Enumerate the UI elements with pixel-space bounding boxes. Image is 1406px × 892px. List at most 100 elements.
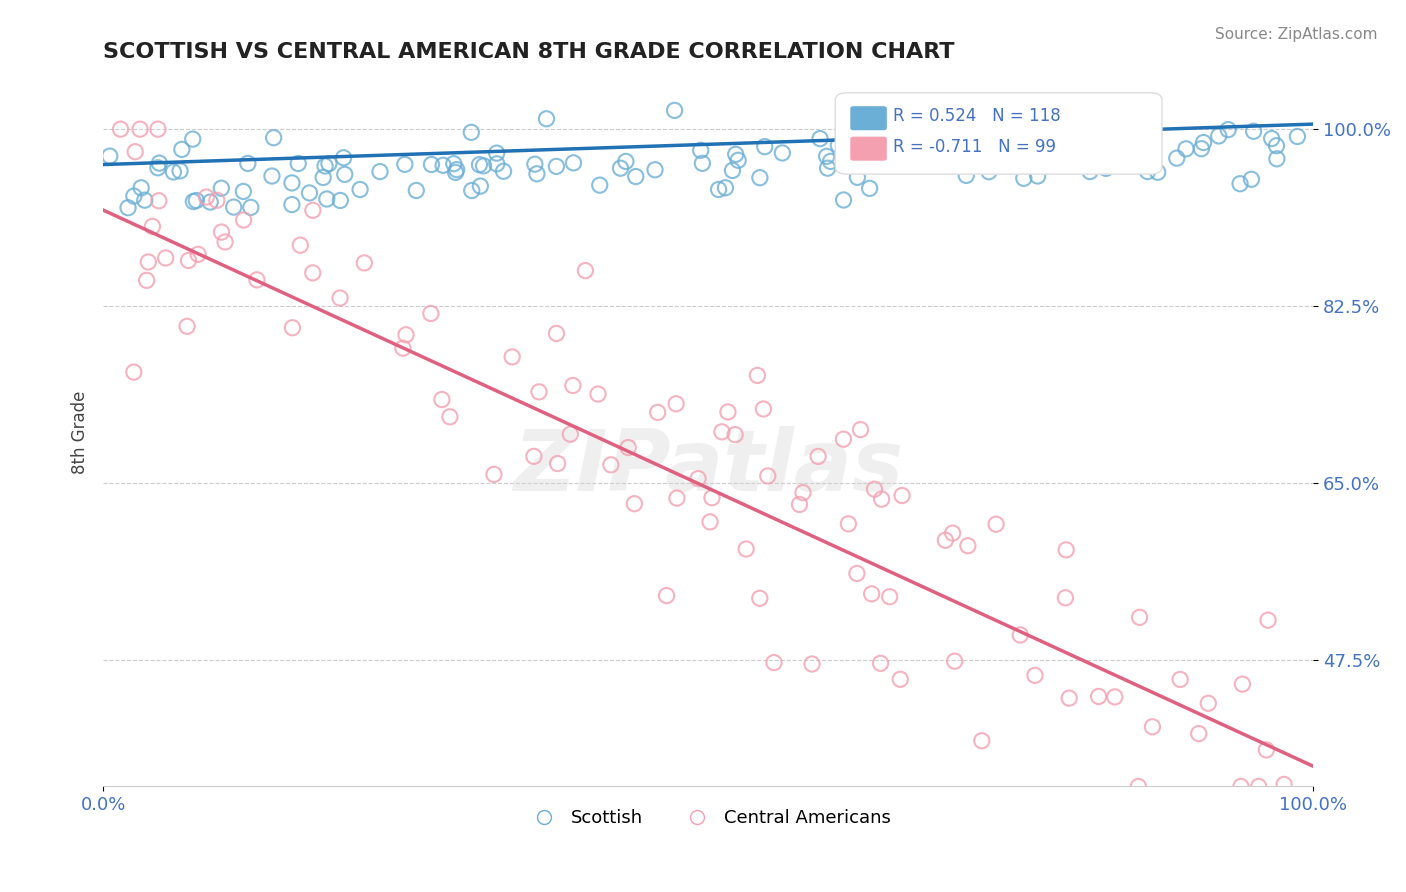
Point	[721, 163, 744, 178]
Point	[1025, 133, 1047, 147]
Point	[792, 485, 814, 500]
Point	[665, 397, 688, 411]
Point	[724, 427, 747, 442]
Point	[754, 139, 776, 153]
Point	[353, 256, 375, 270]
Point	[124, 145, 146, 159]
Point	[472, 159, 495, 173]
Point	[955, 169, 977, 183]
Point	[623, 497, 645, 511]
Point	[752, 402, 775, 417]
Point	[129, 122, 152, 136]
Point	[1129, 610, 1152, 624]
Point	[246, 273, 269, 287]
Point	[181, 132, 204, 146]
Point	[1140, 141, 1163, 155]
Point	[222, 200, 245, 214]
Point	[195, 190, 218, 204]
Point	[624, 169, 647, 184]
Point	[1099, 154, 1122, 169]
Point	[665, 491, 688, 505]
Point	[1078, 164, 1101, 178]
Point	[727, 153, 749, 168]
Point	[827, 138, 849, 153]
Point	[546, 326, 568, 341]
Point	[290, 238, 312, 252]
Point	[1232, 677, 1254, 691]
Point	[1070, 103, 1092, 118]
Point	[260, 169, 283, 183]
Point	[699, 515, 721, 529]
Point	[186, 194, 208, 208]
Point	[863, 482, 886, 496]
Point	[664, 103, 686, 118]
Point	[974, 142, 997, 156]
Point	[1104, 690, 1126, 704]
Point	[889, 673, 911, 687]
Point	[700, 491, 723, 505]
Point	[859, 181, 882, 195]
Point	[546, 160, 568, 174]
Point	[920, 150, 942, 164]
Point	[801, 657, 824, 671]
Point	[155, 251, 177, 265]
Point	[832, 193, 855, 207]
Point	[1166, 151, 1188, 165]
Point	[1031, 122, 1053, 136]
Point	[470, 179, 492, 194]
Point	[789, 498, 811, 512]
Point	[860, 587, 883, 601]
Point	[523, 450, 546, 464]
Point	[1230, 780, 1253, 794]
Point	[686, 472, 709, 486]
Point	[647, 405, 669, 419]
Point	[536, 112, 558, 126]
FancyBboxPatch shape	[851, 107, 886, 129]
Point	[747, 368, 769, 383]
Point	[1175, 142, 1198, 156]
Point	[756, 469, 779, 483]
Point	[312, 170, 335, 185]
Point	[329, 194, 352, 208]
Point	[1012, 171, 1035, 186]
Point	[461, 184, 484, 198]
Point	[239, 200, 262, 214]
Point	[236, 156, 259, 170]
Point	[301, 266, 323, 280]
Point	[170, 142, 193, 156]
Point	[1188, 726, 1211, 740]
Point	[970, 733, 993, 747]
Point	[807, 450, 830, 464]
Point	[349, 182, 371, 196]
Point	[148, 194, 170, 208]
Point	[870, 492, 893, 507]
Point	[281, 197, 304, 211]
Point	[302, 203, 325, 218]
Point	[1064, 137, 1087, 152]
Text: R = 0.524   N = 118: R = 0.524 N = 118	[893, 107, 1062, 125]
Point	[808, 131, 831, 145]
Point	[468, 158, 491, 172]
Point	[1256, 743, 1278, 757]
Point	[523, 157, 546, 171]
Point	[485, 157, 508, 171]
Point	[869, 657, 891, 671]
Point	[1257, 613, 1279, 627]
Point	[368, 164, 391, 178]
Point	[1128, 780, 1150, 794]
Text: Source: ZipAtlas.com: Source: ZipAtlas.com	[1215, 27, 1378, 42]
Point	[146, 122, 169, 136]
Point	[1136, 164, 1159, 178]
Point	[949, 156, 972, 170]
Legend: Scottish, Central Americans: Scottish, Central Americans	[519, 802, 898, 834]
Point	[392, 341, 415, 355]
Point	[176, 319, 198, 334]
Point	[817, 161, 839, 176]
Point	[1054, 542, 1077, 557]
Point	[329, 291, 352, 305]
FancyBboxPatch shape	[835, 93, 1161, 174]
Point	[562, 156, 585, 170]
Point	[762, 656, 785, 670]
Point	[527, 384, 550, 399]
Point	[446, 162, 468, 177]
